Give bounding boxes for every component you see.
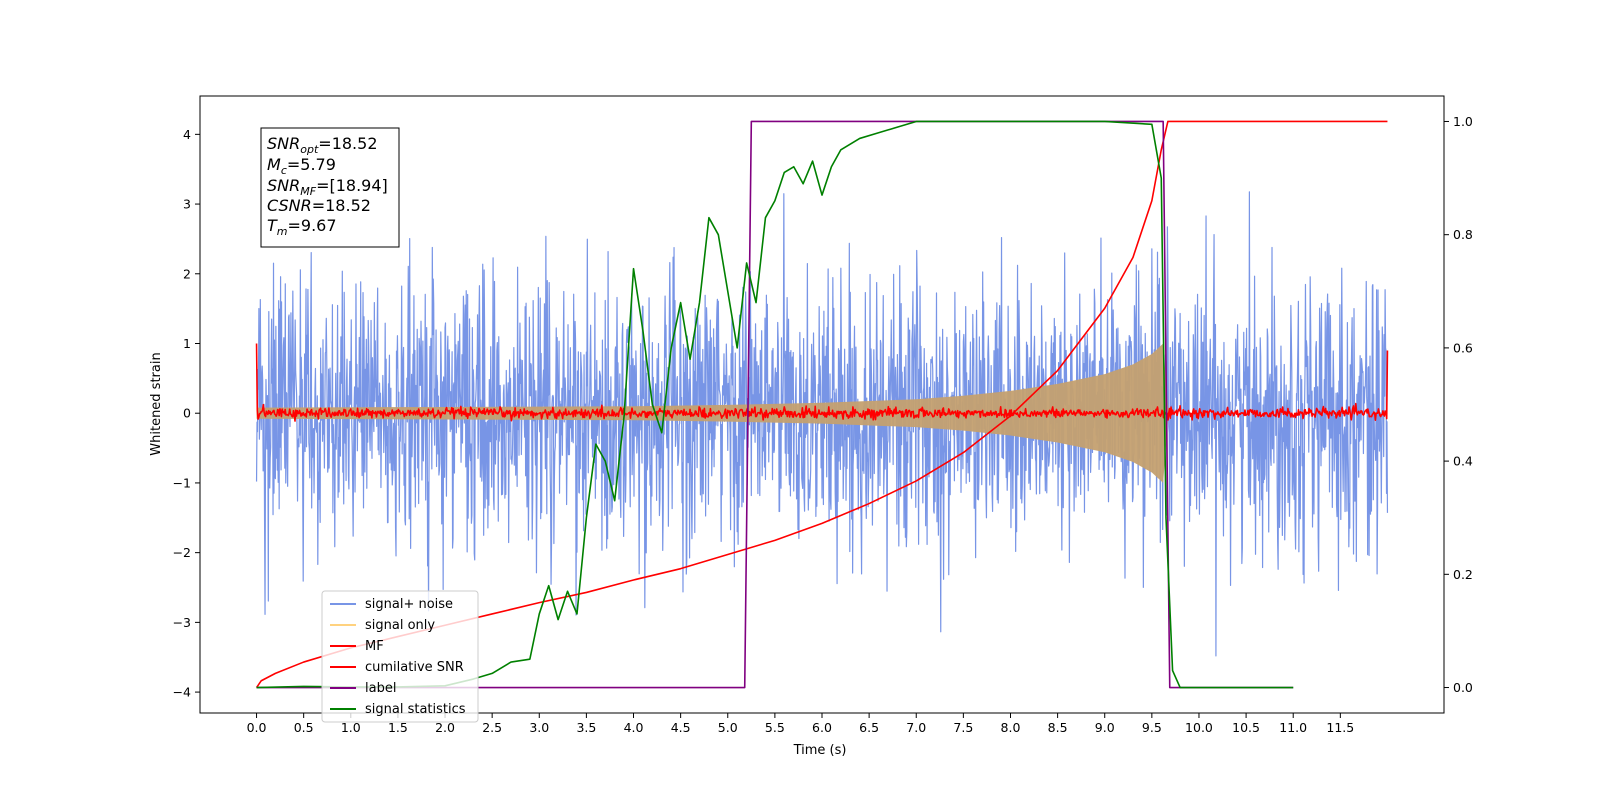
x-axis-label: Time (s) — [793, 743, 847, 758]
series-signal-statistics — [256, 120, 1294, 689]
stats-box-frame — [260, 127, 400, 248]
x-tick-label: 8.5 — [1048, 720, 1068, 735]
stat-snr-opt: SNRopt=18.52 — [267, 134, 378, 156]
stat-csnr: CSNR=18.52 — [267, 196, 371, 215]
y2-tick-label: 0.0 — [1453, 680, 1473, 695]
x-tick-label: 4.5 — [671, 720, 691, 735]
x-tick-label: 9.0 — [1095, 720, 1115, 735]
x-tick-label: 3.0 — [529, 720, 549, 735]
stat-tm: Tm=9.67 — [267, 216, 337, 238]
x-tick-label: 4.0 — [624, 720, 644, 735]
series-mf — [255, 343, 1389, 422]
y-tick-label: 3 — [183, 197, 191, 212]
y2-tick-label: 1.0 — [1453, 114, 1473, 129]
x-tick-label: 2.5 — [482, 720, 502, 735]
y-tick-label: −2 — [173, 545, 191, 560]
x-tick-label: 10.0 — [1185, 720, 1213, 735]
y-tick-label: 2 — [183, 266, 191, 281]
y2-tick-label: 0.8 — [1453, 227, 1473, 242]
y-tick-label: −1 — [173, 475, 191, 490]
y-tick-label: 4 — [183, 127, 191, 142]
x-tick-label: 6.0 — [812, 720, 832, 735]
x-tick-label: 8.0 — [1001, 720, 1021, 735]
x-tick-label: 1.0 — [341, 720, 361, 735]
x-tick-label: 0.0 — [247, 720, 267, 735]
stat-mc: Mc=5.79 — [267, 155, 336, 177]
legend-label-mf: MF — [365, 639, 384, 654]
legend-label-signal-only: signal only — [365, 618, 435, 633]
x-tick-label: 11.5 — [1326, 720, 1354, 735]
x-tick-label: 6.5 — [859, 720, 879, 735]
legend-label-signal-noise: signal+ noise — [365, 597, 453, 612]
x-tick-label: 3.5 — [576, 720, 596, 735]
x-tick-label: 0.5 — [294, 720, 314, 735]
x-tick-label: 9.5 — [1142, 720, 1162, 735]
series-signal-noise — [255, 191, 1389, 657]
x-tick-label: 7.0 — [906, 720, 926, 735]
legend-frame — [321, 590, 479, 723]
legend-label-label: label — [365, 681, 396, 696]
y-tick-label: 1 — [183, 336, 191, 351]
y-tick-label: −3 — [173, 615, 191, 630]
y-axis-label: Whitened strain — [149, 352, 164, 455]
x-tick-label: 5.0 — [718, 720, 738, 735]
x-tick-label: 7.5 — [953, 720, 973, 735]
y2-tick-label: 0.6 — [1453, 340, 1473, 355]
x-tick-label: 1.5 — [388, 720, 408, 735]
x-tick-label: 5.5 — [765, 720, 785, 735]
x-tick-label: 2.0 — [435, 720, 455, 735]
y-tick-label: 0 — [183, 406, 191, 421]
legend: signal+ noise signal only MF cumilative … — [321, 590, 479, 723]
stat-snr-mf: SNRMF=[18.94] — [267, 176, 388, 198]
y2-tick-label: 0.4 — [1453, 454, 1473, 469]
y-tick-label: −4 — [173, 685, 191, 700]
x-tick-label: 10.5 — [1232, 720, 1260, 735]
x-tick-label: 11.0 — [1279, 720, 1307, 735]
y2-tick-label: 0.2 — [1453, 567, 1473, 582]
legend-label-cumilative-snr: cumilative SNR — [365, 660, 464, 675]
legend-label-signal-statistics: signal statistics — [365, 702, 466, 717]
stats-box: SNRopt=18.52 Mc=5.79 SNRMF=[18.94] CSNR=… — [260, 127, 400, 248]
